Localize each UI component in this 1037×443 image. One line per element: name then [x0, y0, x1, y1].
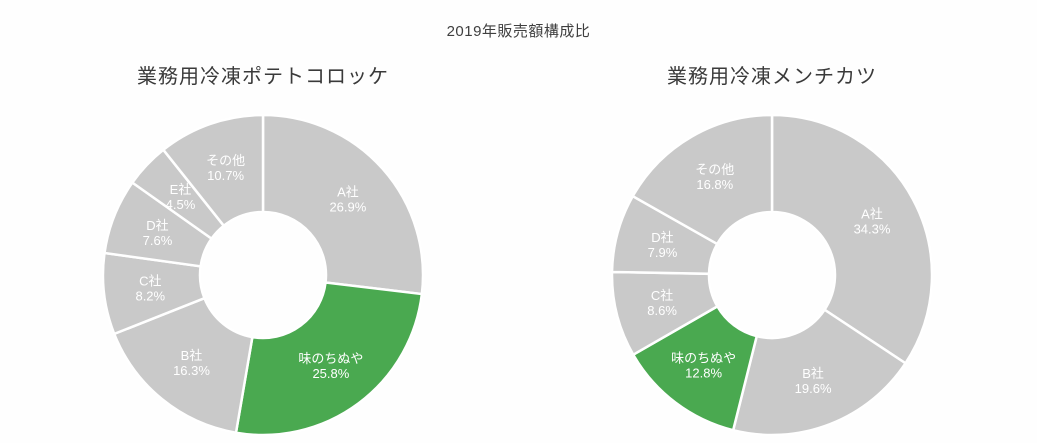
- chart-block-potato-croquette: 業務用冷凍ポテトコロッケ A社 26.9% 味のちぬや 25.8% B社 16.3% C社 8…: [83, 62, 443, 443]
- donut-slice-その他: [161, 113, 265, 228]
- slice-label-C社: C社 8.2%: [135, 274, 165, 304]
- donut-slice-B社: [731, 308, 908, 437]
- slice-label-C社: C社 8.6%: [647, 288, 677, 318]
- slice-label-味のちぬや: 味のちぬや 12.8%: [671, 351, 736, 381]
- slice-label-その他: その他 16.8%: [695, 162, 734, 192]
- slice-label-E社: E社 4.5%: [166, 182, 196, 212]
- slice-label-B社: B社 19.6%: [795, 366, 832, 396]
- donut-chart-1: A社 34.3% B社 19.6% 味のちぬや 12.8% C社 8.6% D社 7.9% その他 1…: [610, 113, 934, 437]
- slice-label-味のちぬや: 味のちぬや 25.8%: [298, 351, 363, 381]
- slice-label-A社: A社 34.3%: [854, 206, 891, 236]
- donut-slice-A社: [261, 113, 425, 296]
- slice-label-D社: D社 7.9%: [648, 230, 678, 260]
- donut-chart-0: A社 26.9% 味のちぬや 25.8% B社 16.3% C社 8.2% D社 7.6% E社 4.…: [101, 113, 425, 437]
- slice-label-A社: A社 26.9%: [329, 185, 366, 215]
- slice-label-その他: その他 10.7%: [206, 153, 245, 183]
- donut-slice-B社: [112, 296, 254, 435]
- slice-label-B社: B社 16.3%: [173, 348, 210, 378]
- donut-slice-A社: [770, 113, 934, 365]
- donut-slice-その他: [631, 113, 774, 246]
- chart-block-menchi-katsu: 業務用冷凍メンチカツ A社 34.3% B社 19.6% 味のちぬや 12.8% C社 8.6…: [592, 62, 952, 443]
- donut-slice-味のちぬや: [234, 281, 424, 437]
- chart-title-menchi-katsu: 業務用冷凍メンチカツ: [667, 66, 877, 88]
- chart-title-potato-croquette: 業務用冷凍ポテトコロッケ: [137, 66, 389, 88]
- slice-label-D社: D社 7.6%: [143, 218, 173, 248]
- figure-title: 2019年販売額構成比: [446, 23, 591, 40]
